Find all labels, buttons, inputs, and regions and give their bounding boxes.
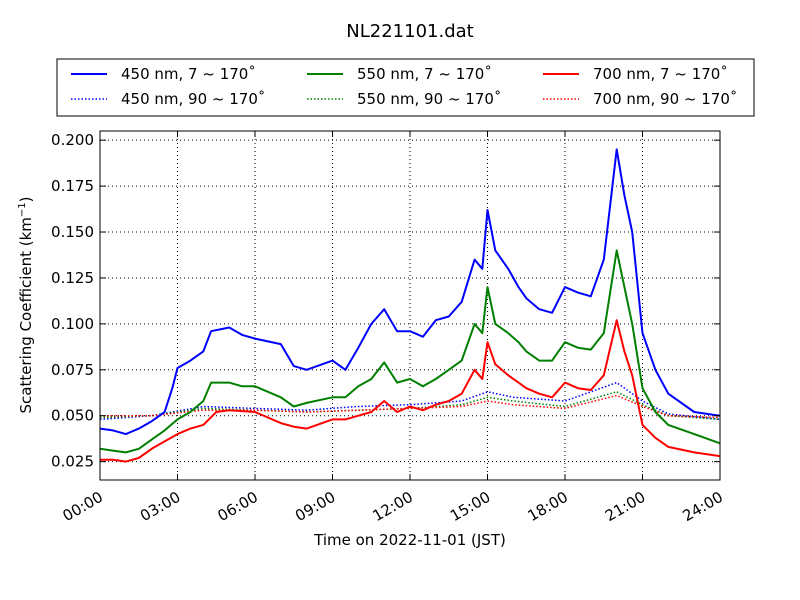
x-tick-label: 24:00 xyxy=(680,488,726,525)
legend-label: 550 nm, 90 ~ 170˚ xyxy=(357,90,501,108)
legend-label: 450 nm, 90 ~ 170˚ xyxy=(121,90,265,108)
y-axis-label-main: Scattering Coefficient (km xyxy=(17,217,35,413)
legend-label: 550 nm, 7 ~ 170˚ xyxy=(357,65,492,83)
x-tick-label: 21:00 xyxy=(602,488,648,525)
legend-label: 700 nm, 7 ~ 170˚ xyxy=(593,65,728,83)
series-line xyxy=(99,148,721,436)
y-tick-label: 0.075 xyxy=(51,361,94,379)
x-axis-label: Time on 2022-11-01 (JST) xyxy=(313,531,506,549)
x-tick-label: 06:00 xyxy=(215,488,261,525)
y-axis-label: Scattering Coefficient (km−1) xyxy=(17,196,35,413)
series-line xyxy=(100,319,721,463)
series-line xyxy=(99,381,721,421)
ticks: 00:00 03:00 06:00 09:00 12:00 15:00 18:00 21:00… xyxy=(51,131,726,525)
y-axis-label-tail: ) xyxy=(17,196,35,202)
x-tick-label: 03:00 xyxy=(137,488,183,525)
y-tick-label: 0.050 xyxy=(51,407,94,425)
legend-box xyxy=(56,58,755,117)
legend-label: 700 nm, 90 ~ 170˚ xyxy=(593,90,737,108)
series-line xyxy=(99,249,721,454)
y-tick-label: 0.175 xyxy=(51,177,94,195)
chart-title: NL221101.dat xyxy=(346,21,473,42)
y-tick-label: 0.125 xyxy=(51,269,94,287)
x-tick-label: 12:00 xyxy=(370,488,416,525)
y-tick-label: 0.200 xyxy=(51,131,94,149)
series-line xyxy=(99,391,721,421)
legend-label: 450 nm, 7 ~ 170˚ xyxy=(121,65,256,83)
x-tick-label: 18:00 xyxy=(525,488,571,525)
y-tick-label: 0.100 xyxy=(51,315,94,333)
x-tick-label: 09:00 xyxy=(292,488,338,525)
legend: 450 nm, 7 ~ 170˚ 550 nm, 7 ~ 170˚ 700 nm, … xyxy=(71,65,737,108)
y-tick-label: 0.150 xyxy=(51,223,94,241)
y-tick-label: 0.025 xyxy=(51,453,94,471)
series-layer xyxy=(99,148,721,463)
x-tick-label: 15:00 xyxy=(447,488,493,525)
x-tick-label: 00:00 xyxy=(60,488,106,525)
y-axis-label-sup: −1 xyxy=(17,202,28,217)
